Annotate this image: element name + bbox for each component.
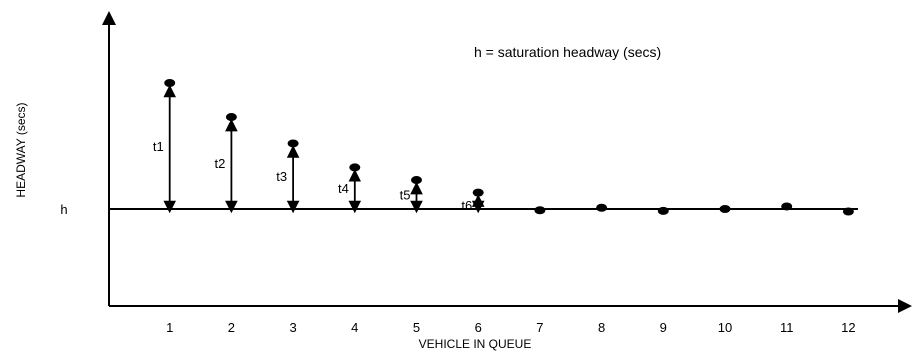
x-tick-label: 6	[475, 320, 482, 335]
x-tick-label: 3	[289, 320, 296, 335]
time-label: t2	[215, 156, 226, 171]
x-tick-label: 9	[660, 320, 667, 335]
time-label: t4	[338, 181, 349, 196]
headway-point	[411, 176, 422, 185]
x-tick-label: 8	[598, 320, 605, 335]
y-axis-title: HEADWAY (secs)	[14, 102, 28, 197]
h-reference-label: h	[60, 202, 67, 217]
headway-point	[472, 188, 484, 197]
time-label: t1	[153, 139, 164, 154]
headway-point	[349, 163, 361, 172]
x-tick-label: 12	[841, 320, 855, 335]
legend-note: h = saturation headway (secs)	[474, 44, 661, 60]
headway-point	[657, 206, 669, 215]
x-tick-label: 1	[166, 320, 173, 335]
time-label: t6	[461, 198, 472, 213]
x-tick-label: 2	[228, 320, 235, 335]
x-tick-label: 11	[780, 320, 794, 335]
time-label: t3	[276, 169, 287, 184]
x-tick-label: 4	[351, 320, 358, 335]
headway-point	[164, 79, 176, 87]
headway-point	[287, 139, 299, 148]
headway-point	[842, 207, 854, 216]
x-tick-label: 10	[718, 320, 732, 335]
headway-point	[596, 203, 608, 212]
headway-point	[781, 202, 793, 211]
x-tick-label: 7	[536, 320, 543, 335]
headway-point	[719, 205, 731, 213]
time-label: t5	[400, 188, 411, 203]
headway-point	[534, 206, 546, 215]
x-axis-title: VEHICLE IN QUEUE	[419, 337, 532, 351]
headway-point	[225, 113, 237, 122]
x-tick-label: 5	[413, 320, 420, 335]
